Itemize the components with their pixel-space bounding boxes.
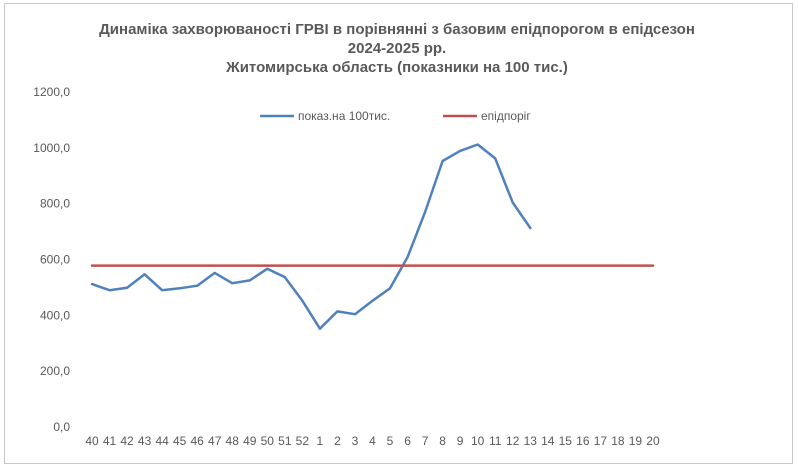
x-tick-label: 1 [317,434,324,448]
chart-title-line-1: Динаміка захворюваності ГРВІ в порівнянн… [99,21,695,38]
chart-frame: Динаміка захворюваності ГРВІ в порівнянн… [4,3,793,464]
x-tick-label: 47 [208,434,222,448]
x-tick-label: 43 [138,434,152,448]
x-tick-label: 5 [387,434,394,448]
x-tick-label: 51 [278,434,292,448]
x-tick-label: 15 [559,434,573,448]
y-tick-label: 0,0 [53,420,70,434]
x-tick-label: 40 [85,434,99,448]
y-tick-label: 400,0 [40,308,70,322]
x-tick-label: 6 [404,434,411,448]
x-tick-label: 45 [173,434,187,448]
y-axis-ticks: 0,0 200,0 400,0 600,0 800,0 1000,0 1200,0 [33,85,70,434]
x-tick-label: 19 [629,434,643,448]
plot-area [90,143,655,330]
x-tick-label: 4 [369,434,376,448]
chart-title-line-2: 2024-2025 рр. [348,40,446,57]
x-tick-label: 11 [489,434,502,448]
x-tick-label: 48 [226,434,240,448]
x-tick-label: 17 [594,434,608,448]
y-tick-label: 800,0 [40,197,70,211]
x-tick-label: 42 [120,434,134,448]
x-tick-label: 10 [471,434,485,448]
x-tick-label: 3 [352,434,359,448]
x-tick-label: 9 [457,434,464,448]
legend-label: епідпоріг [481,109,531,123]
x-tick-label: 8 [439,434,446,448]
x-tick-label: 13 [524,434,538,448]
legend-label: показ.на 100тис. [298,109,390,123]
legend: показ.на 100тис. епідпоріг [260,109,531,123]
x-tick-label: 41 [103,434,117,448]
x-tick-label: 20 [646,434,660,448]
x-tick-label: 50 [261,434,275,448]
x-tick-label: 14 [541,434,555,448]
chart-title-line-3: Житомирська область (показники на 100 ти… [225,59,568,76]
x-tick-label: 18 [611,434,625,448]
y-tick-label: 600,0 [40,253,70,267]
x-tick-label: 16 [576,434,590,448]
x-tick-label: 2 [334,434,341,448]
chart-svg: Динаміка захворюваності ГРВІ в порівнянн… [33,21,695,448]
series-line-incidence [90,143,532,330]
x-axis-ticks: 40 41 42 43 44 45 46 47 48 49 50 51 52 1 2 3 4 5 6 7 8 9 10 11 1… [85,434,660,448]
x-tick-label: 7 [422,434,429,448]
y-tick-label: 200,0 [40,364,70,378]
x-tick-label: 46 [191,434,205,448]
x-tick-label: 12 [506,434,520,448]
x-tick-label: 52 [296,434,310,448]
y-tick-label: 1200,0 [33,85,70,99]
y-tick-label: 1000,0 [33,141,70,155]
x-tick-label: 49 [243,434,257,448]
x-tick-label: 44 [155,434,169,448]
